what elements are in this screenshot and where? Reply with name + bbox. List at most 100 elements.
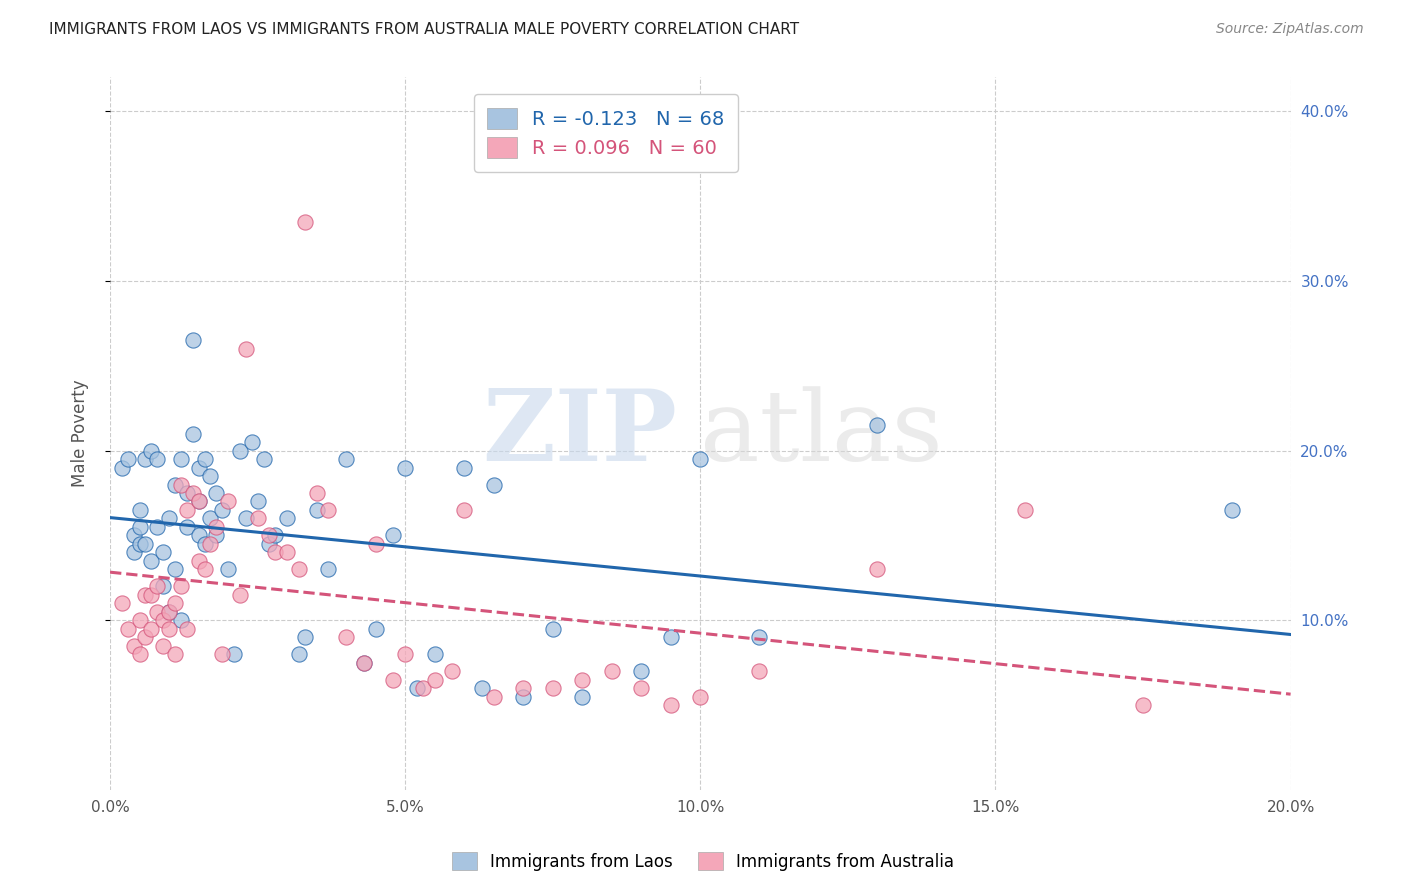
- Point: [170, 613, 193, 627]
- Point: [187, 494, 209, 508]
- Point: [748, 664, 770, 678]
- Point: [170, 579, 193, 593]
- Point: [128, 647, 150, 661]
- Point: [571, 673, 593, 687]
- Point: [305, 503, 328, 517]
- Point: [482, 690, 505, 704]
- Point: [294, 214, 316, 228]
- Point: [235, 342, 257, 356]
- Point: [157, 605, 180, 619]
- Text: ZIP: ZIP: [482, 385, 676, 483]
- Point: [335, 630, 357, 644]
- Point: [200, 537, 222, 551]
- Point: [866, 418, 889, 433]
- Point: [193, 452, 215, 467]
- Point: [423, 647, 446, 661]
- Point: [163, 596, 186, 610]
- Point: [541, 681, 564, 695]
- Text: atlas: atlas: [700, 385, 943, 482]
- Point: [394, 647, 416, 661]
- Legend: R = -0.123   N = 68, R = 0.096   N = 60: R = -0.123 N = 68, R = 0.096 N = 60: [474, 95, 738, 171]
- Point: [163, 562, 186, 576]
- Point: [152, 579, 174, 593]
- Point: [288, 562, 311, 576]
- Point: [482, 477, 505, 491]
- Point: [659, 698, 682, 712]
- Point: [382, 673, 405, 687]
- Point: [141, 554, 163, 568]
- Point: [193, 562, 215, 576]
- Point: [152, 639, 174, 653]
- Point: [170, 477, 193, 491]
- Point: [122, 545, 145, 559]
- Point: [600, 664, 623, 678]
- Point: [512, 690, 534, 704]
- Point: [229, 588, 252, 602]
- Point: [111, 596, 134, 610]
- Point: [318, 562, 340, 576]
- Point: [252, 452, 274, 467]
- Point: [152, 613, 174, 627]
- Point: [176, 486, 198, 500]
- Point: [176, 520, 198, 534]
- Point: [128, 503, 150, 517]
- Point: [318, 503, 340, 517]
- Point: [453, 503, 475, 517]
- Point: [111, 460, 134, 475]
- Point: [471, 681, 494, 695]
- Y-axis label: Male Poverty: Male Poverty: [72, 380, 89, 487]
- Point: [193, 537, 215, 551]
- Point: [541, 622, 564, 636]
- Point: [117, 452, 139, 467]
- Point: [235, 511, 257, 525]
- Point: [1220, 503, 1243, 517]
- Point: [276, 545, 298, 559]
- Point: [406, 681, 429, 695]
- Point: [412, 681, 434, 695]
- Point: [128, 613, 150, 627]
- Point: [259, 528, 281, 542]
- Point: [264, 545, 287, 559]
- Point: [146, 520, 169, 534]
- Point: [512, 681, 534, 695]
- Point: [630, 681, 652, 695]
- Point: [294, 630, 316, 644]
- Point: [157, 605, 180, 619]
- Point: [276, 511, 298, 525]
- Point: [157, 622, 180, 636]
- Point: [170, 452, 193, 467]
- Point: [181, 334, 204, 348]
- Point: [176, 503, 198, 517]
- Point: [217, 494, 239, 508]
- Point: [141, 443, 163, 458]
- Point: [205, 520, 228, 534]
- Point: [229, 443, 252, 458]
- Point: [152, 545, 174, 559]
- Point: [187, 494, 209, 508]
- Point: [866, 562, 889, 576]
- Point: [187, 460, 209, 475]
- Point: [134, 452, 156, 467]
- Point: [441, 664, 464, 678]
- Point: [288, 647, 311, 661]
- Point: [205, 528, 228, 542]
- Point: [176, 622, 198, 636]
- Point: [122, 528, 145, 542]
- Point: [146, 605, 169, 619]
- Point: [382, 528, 405, 542]
- Point: [181, 426, 204, 441]
- Point: [305, 486, 328, 500]
- Point: [200, 469, 222, 483]
- Point: [134, 537, 156, 551]
- Point: [423, 673, 446, 687]
- Point: [259, 537, 281, 551]
- Point: [353, 656, 375, 670]
- Point: [187, 554, 209, 568]
- Point: [187, 528, 209, 542]
- Point: [264, 528, 287, 542]
- Point: [141, 588, 163, 602]
- Point: [181, 486, 204, 500]
- Point: [453, 460, 475, 475]
- Point: [122, 639, 145, 653]
- Point: [117, 622, 139, 636]
